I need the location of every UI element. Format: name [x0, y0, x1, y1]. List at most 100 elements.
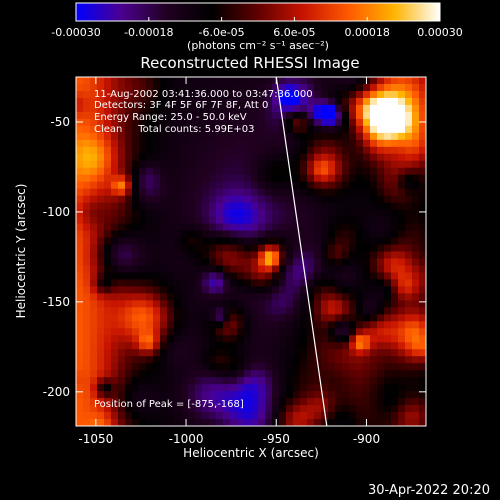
heatmap-cell: [90, 237, 98, 245]
heatmap-cell: [258, 349, 266, 357]
heatmap-cell: [146, 209, 154, 217]
heatmap-cell: [76, 398, 84, 406]
heatmap-cell: [188, 405, 196, 413]
heatmap-cell: [349, 405, 357, 413]
heatmap-cell: [363, 286, 371, 294]
heatmap-cell: [104, 90, 112, 99]
heatmap-cell: [181, 370, 189, 378]
heatmap-cell: [153, 412, 161, 420]
heatmap-cell: [230, 300, 238, 308]
heatmap-cell: [412, 314, 420, 322]
heatmap-cell: [90, 391, 98, 399]
heatmap-cell: [265, 209, 273, 217]
heatmap-cell: [286, 398, 294, 406]
heatmap-cell: [97, 209, 105, 217]
heatmap-cell: [335, 83, 343, 92]
heatmap-cell: [328, 349, 336, 357]
heatmap-cell: [244, 398, 252, 406]
heatmap-cell: [83, 104, 91, 113]
heatmap-cell: [398, 216, 406, 224]
heatmap-cell: [118, 251, 126, 259]
heatmap-cell: [153, 405, 161, 413]
heatmap-cell: [181, 132, 189, 141]
heatmap-cell: [349, 97, 357, 106]
heatmap-cell: [125, 146, 133, 155]
heatmap-cell: [202, 223, 210, 231]
heatmap-cell: [244, 202, 252, 211]
heatmap-cell: [174, 335, 182, 343]
heatmap-cell: [412, 398, 420, 406]
heatmap-cell: [293, 300, 301, 308]
heatmap-cell: [272, 209, 280, 217]
heatmap-cell: [97, 412, 105, 420]
heatmap-cell: [76, 174, 84, 183]
heatmap-cell: [321, 300, 329, 308]
heatmap-cell: [321, 307, 329, 315]
heatmap-cell: [356, 132, 364, 141]
heatmap-cell: [216, 132, 224, 141]
heatmap-cell: [307, 335, 315, 343]
heatmap-cell: [279, 223, 287, 231]
heatmap-cell: [167, 104, 175, 113]
heatmap-cell: [223, 216, 231, 224]
heatmap-cell: [237, 188, 245, 197]
heatmap-cell: [209, 230, 217, 238]
heatmap-cell: [104, 293, 112, 301]
heatmap-cell: [279, 405, 287, 413]
heatmap-cell: [398, 77, 406, 85]
heatmap-cell: [363, 279, 371, 287]
heatmap-cell: [419, 363, 427, 371]
heatmap-cell: [370, 342, 378, 350]
heatmap-cell: [174, 223, 182, 231]
heatmap-cell: [104, 356, 112, 364]
heatmap-cell: [167, 321, 175, 329]
heatmap-cell: [174, 272, 182, 280]
heatmap-cell: [265, 307, 273, 315]
heatmap-cell: [293, 335, 301, 343]
heatmap-cell: [300, 258, 308, 266]
heatmap-cell: [153, 335, 161, 343]
heatmap-cell: [104, 286, 112, 294]
heatmap-cell: [398, 118, 406, 127]
heatmap-cell: [419, 202, 427, 211]
heatmap-cell: [167, 342, 175, 350]
heatmap-cell: [356, 223, 364, 231]
heatmap-cell: [419, 153, 427, 162]
heatmap-cell: [160, 202, 168, 211]
heatmap-cell: [209, 160, 217, 169]
heatmap-cell: [328, 251, 336, 259]
heatmap-cell: [167, 97, 175, 106]
heatmap-cell: [244, 286, 252, 294]
heatmap-cell: [321, 118, 329, 127]
heatmap-cell: [335, 77, 343, 85]
heatmap-cell: [244, 90, 252, 99]
heatmap-cell: [146, 293, 154, 301]
heatmap-cell: [272, 132, 280, 141]
heatmap-cell: [391, 118, 399, 127]
heatmap-cell: [230, 342, 238, 350]
heatmap-cell: [307, 125, 315, 134]
heatmap-cell: [237, 216, 245, 224]
heatmap-cell: [321, 188, 329, 197]
heatmap-cell: [209, 251, 217, 259]
heatmap-cell: [202, 377, 210, 385]
heatmap-cell: [188, 279, 196, 287]
heatmap-cell: [146, 153, 154, 162]
heatmap-cell: [377, 363, 385, 371]
heatmap-cell: [132, 265, 140, 273]
heatmap-cell: [293, 391, 301, 399]
heatmap-cell: [314, 286, 322, 294]
heatmap-cell: [160, 300, 168, 308]
heatmap-cell: [223, 181, 231, 190]
heatmap-cell: [244, 97, 252, 106]
heatmap-cell: [153, 419, 161, 427]
heatmap-cell: [307, 272, 315, 280]
heatmap-cell: [209, 209, 217, 217]
heatmap-cell: [174, 77, 182, 85]
heatmap-cell: [244, 216, 252, 224]
y-axis-ticks: -50-100-150-200: [43, 115, 426, 399]
heatmap-cell: [237, 153, 245, 162]
heatmap-cell: [132, 349, 140, 357]
heatmap-cell: [230, 391, 238, 399]
heatmap-cell: [321, 328, 329, 336]
